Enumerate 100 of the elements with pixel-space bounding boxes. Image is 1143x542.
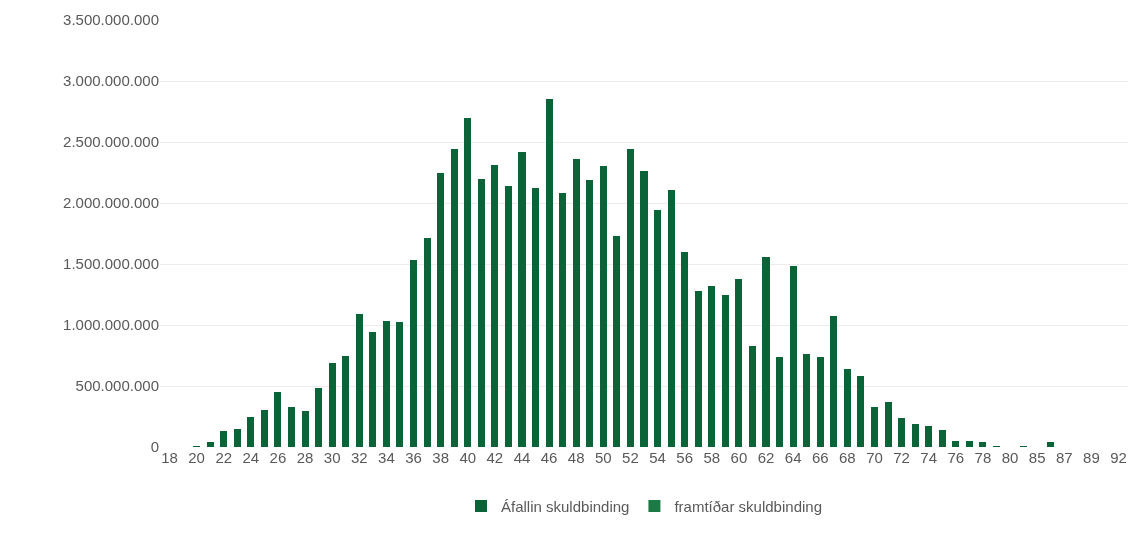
bar [979,441,987,447]
bar [572,159,580,447]
x-tick-label: 32 [350,449,368,466]
y-tick-label: 2.500.000.000 [63,133,159,151]
bar [206,442,214,447]
bar [911,423,919,447]
x-tick-label: 64 [784,449,802,466]
bar [464,117,472,447]
bar [830,316,838,447]
bar [504,185,512,447]
bar [803,354,811,447]
bar [667,190,675,447]
y-tick-label: 500.000.000 [75,377,159,395]
x-tick-label: 92 [1110,449,1127,466]
x-tick-label: 44 [513,449,531,466]
bar [220,430,228,447]
x-tick-label: 74 [920,449,938,466]
x-tick-label: 87 [1055,449,1073,466]
x-tick-label: 62 [757,449,775,466]
bar [342,355,350,447]
bar [477,178,485,447]
bar [626,149,634,447]
legend-label: Áfallin skuldbinding [501,497,630,515]
bar [423,237,431,447]
x-tick-label: 52 [622,449,639,466]
legend-label: framtíðar skuldbinding [674,497,822,515]
y-tick-label: 1.500.000.000 [63,255,159,273]
x-tick-label: 78 [974,449,992,466]
bar [301,411,309,447]
bar [559,192,567,447]
x-tick-label: 24 [242,449,260,466]
bar [776,356,784,447]
bar [545,99,553,447]
x-tick-label: 85 [1028,449,1046,466]
x-tick-label: 50 [594,449,612,466]
bar [789,266,797,447]
bar [762,256,770,447]
bar [287,406,296,447]
bar [816,356,824,447]
x-tick-label: 18 [161,449,178,466]
bar [681,251,689,447]
bar [735,278,743,447]
x-tick-label: 40 [459,449,477,466]
bar [532,188,540,447]
x-tick-label: 20 [188,449,205,466]
x-tick-label: 34 [378,449,395,466]
bar [260,410,268,447]
bar [355,314,363,447]
bar [233,428,241,447]
x-tick-label: 28 [296,449,314,466]
x-tick-label: 68 [839,449,856,466]
bar [613,235,621,447]
x-tick-label: 22 [215,449,233,466]
x-tick-label: 30 [323,449,341,466]
x-tick-label: 76 [947,449,965,466]
x-tick-label: 42 [486,449,504,466]
bar [315,387,323,447]
x-tick-label: 72 [893,449,910,466]
bar [518,151,526,447]
x-tick-label: 89 [1083,449,1100,466]
x-tick-label: 38 [432,449,449,466]
x-tick-label: 26 [269,449,287,466]
bar [870,406,878,447]
y-tick-label: 2.000.000.000 [63,194,159,212]
x-tick-label: 70 [866,449,883,466]
bar [1047,442,1055,447]
bar [247,417,255,447]
bar [884,401,892,447]
x-tick-label: 48 [567,449,585,466]
x-tick-label: 58 [703,449,721,466]
bar [437,173,445,447]
y-tick-label: 0 [150,438,159,456]
x-tick-label: 56 [676,449,694,466]
bar [898,417,906,447]
bar [450,148,458,447]
bar [396,321,404,447]
x-tick-label: 60 [730,449,748,466]
bar [654,209,662,447]
x-tick-label: 54 [649,449,666,466]
bar [965,440,973,447]
bar [599,166,607,447]
bar [694,290,702,447]
bar [748,346,756,447]
bar [382,321,390,447]
y-tick-label: 3.000.000.000 [63,72,159,90]
bar [328,363,336,447]
bar [410,259,418,447]
x-tick-label: 36 [405,449,422,466]
bar [708,285,716,447]
bar [640,171,648,447]
bar [857,376,865,447]
x-tick-label: 80 [1001,449,1019,466]
bar [952,440,960,447]
y-tick-label: 3.500.000.000 [63,11,159,29]
bar [274,392,282,447]
bar [925,425,933,447]
bar [586,179,594,447]
bar [938,429,946,447]
bar [369,331,377,447]
x-tick-label: 66 [811,449,829,466]
